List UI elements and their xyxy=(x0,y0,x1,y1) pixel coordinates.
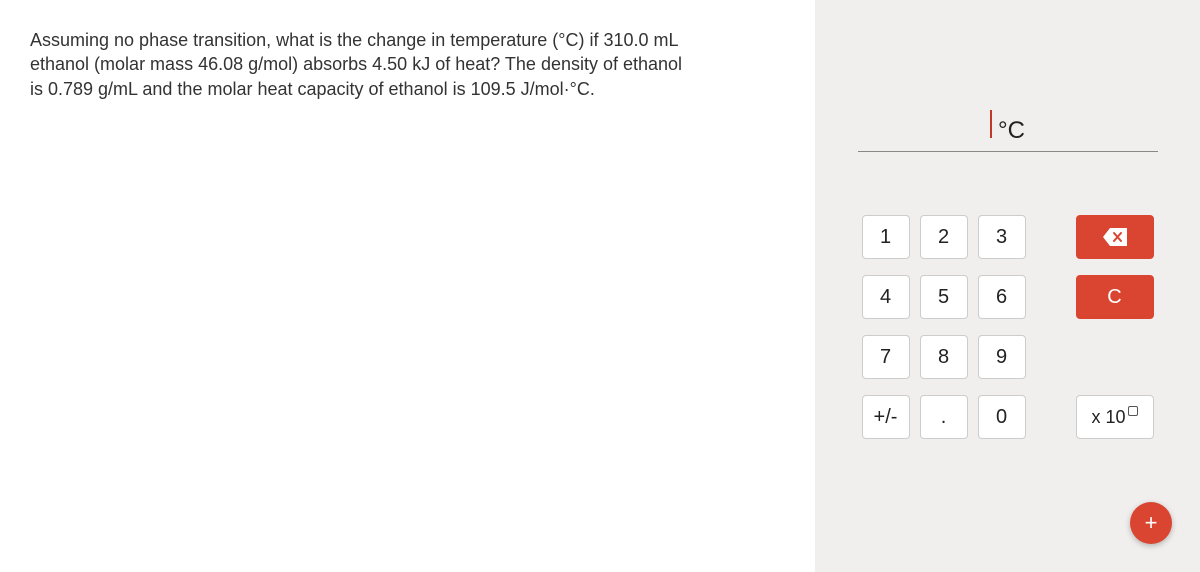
backspace-button[interactable] xyxy=(1076,215,1154,259)
key-6[interactable]: 6 xyxy=(978,275,1026,319)
key-5[interactable]: 5 xyxy=(920,275,968,319)
input-cursor xyxy=(990,110,992,138)
key-8[interactable]: 8 xyxy=(920,335,968,379)
question-text: Assuming no phase transition, what is th… xyxy=(30,28,690,101)
spacer xyxy=(1076,335,1154,379)
plus-icon: + xyxy=(1145,510,1158,536)
unit-label: °C xyxy=(998,117,1025,145)
key-1[interactable]: 1 xyxy=(862,215,910,259)
key-sign[interactable]: +/- xyxy=(862,395,910,439)
question-panel: Assuming no phase transition, what is th… xyxy=(0,0,815,572)
spacer xyxy=(1036,395,1066,439)
key-decimal[interactable]: . xyxy=(920,395,968,439)
key-4[interactable]: 4 xyxy=(862,275,910,319)
key-9[interactable]: 9 xyxy=(978,335,1026,379)
spacer xyxy=(1036,215,1066,259)
exponent-box-icon xyxy=(1128,406,1138,416)
answer-panel: °C 1 2 3 4 5 6 C 7 8 9 +/- . 0 x 10 xyxy=(815,0,1200,572)
clear-button[interactable]: C xyxy=(1076,275,1154,319)
answer-field[interactable]: °C xyxy=(858,110,1158,152)
spacer xyxy=(1036,275,1066,319)
scientific-notation-button[interactable]: x 10 xyxy=(1076,395,1154,439)
keypad: 1 2 3 4 5 6 C 7 8 9 +/- . 0 x 10 xyxy=(862,215,1154,439)
add-button[interactable]: + xyxy=(1130,502,1172,544)
key-3[interactable]: 3 xyxy=(978,215,1026,259)
key-2[interactable]: 2 xyxy=(920,215,968,259)
sci-label: x 10 xyxy=(1091,407,1125,428)
key-0[interactable]: 0 xyxy=(978,395,1026,439)
key-7[interactable]: 7 xyxy=(862,335,910,379)
backspace-icon xyxy=(1103,228,1127,246)
spacer xyxy=(1036,335,1066,379)
